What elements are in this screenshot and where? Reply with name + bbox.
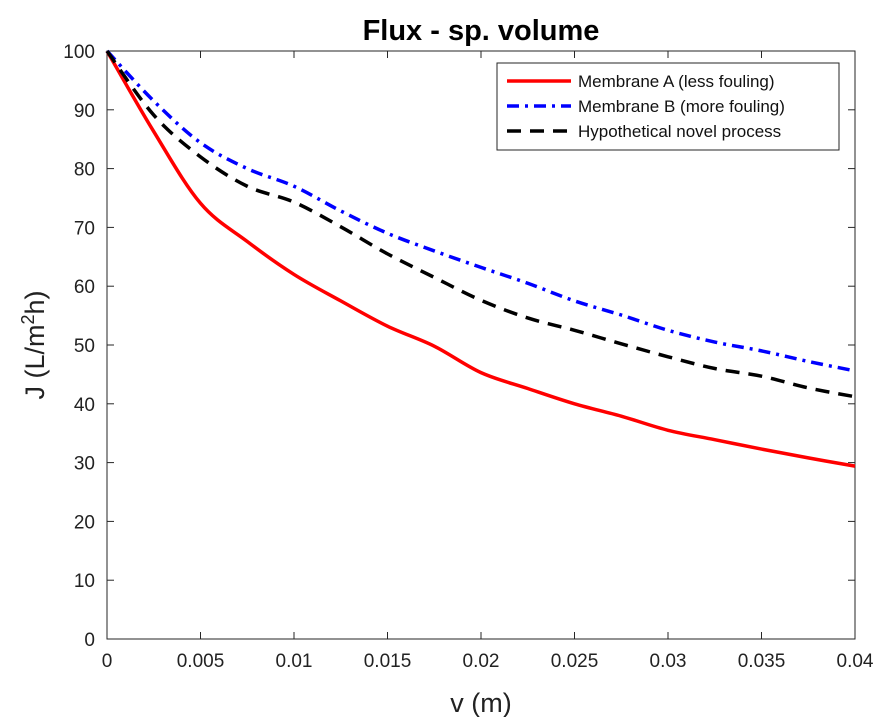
x-tick-label: 0.04 xyxy=(837,651,874,672)
y-tick-label: 40 xyxy=(74,395,95,416)
x-tick-label: 0.025 xyxy=(551,651,599,672)
legend-label-1: Membrane A (less fouling) xyxy=(578,72,775,91)
y-tick-label: 30 xyxy=(74,454,95,475)
y-axis-label-tail: h) xyxy=(20,290,50,314)
y-tick-label: 80 xyxy=(74,160,95,181)
x-axis-label: v (m) xyxy=(450,688,511,717)
x-tick-label: 0.005 xyxy=(177,651,225,672)
y-tick-label: 10 xyxy=(74,571,95,592)
y-axis-label-main: J (L/m xyxy=(20,325,50,400)
x-tick-label: 0.035 xyxy=(738,651,786,672)
series-line-2 xyxy=(105,49,856,373)
y-tick-label: 100 xyxy=(63,42,95,63)
y-tick-label: 60 xyxy=(74,277,95,298)
series-line-3 xyxy=(105,49,856,399)
y-tick-label: 90 xyxy=(74,101,95,122)
x-tick-label: 0 xyxy=(102,651,113,672)
plot-area: 0 0.005 0.01 0.015 0.02 0.025 0.03 0.035 0.04 0 10… xyxy=(63,42,874,672)
chart-title: Flux - sp. volume xyxy=(363,15,600,47)
legend-label-3: Hypothetical novel process xyxy=(578,122,781,141)
y-axis-label-superscript: 2 xyxy=(18,314,38,324)
y-tick-label: 20 xyxy=(74,512,95,533)
x-tick-label: 0.02 xyxy=(463,651,500,672)
x-tick-label: 0.015 xyxy=(364,651,412,672)
y-tick-label: 70 xyxy=(74,218,95,239)
x-tick-label: 0.01 xyxy=(276,651,313,672)
legend-label-2: Membrane B (more fouling) xyxy=(578,97,785,116)
y-tick-label: 0 xyxy=(84,630,95,651)
x-tick-label: 0.03 xyxy=(650,651,687,672)
series-line-1 xyxy=(105,50,856,468)
y-axis-label: J (L/m2h) xyxy=(18,290,50,399)
y-tick-label: 50 xyxy=(74,336,95,357)
legend: Membrane A (less fouling) Membrane B (mor… xyxy=(496,62,840,151)
